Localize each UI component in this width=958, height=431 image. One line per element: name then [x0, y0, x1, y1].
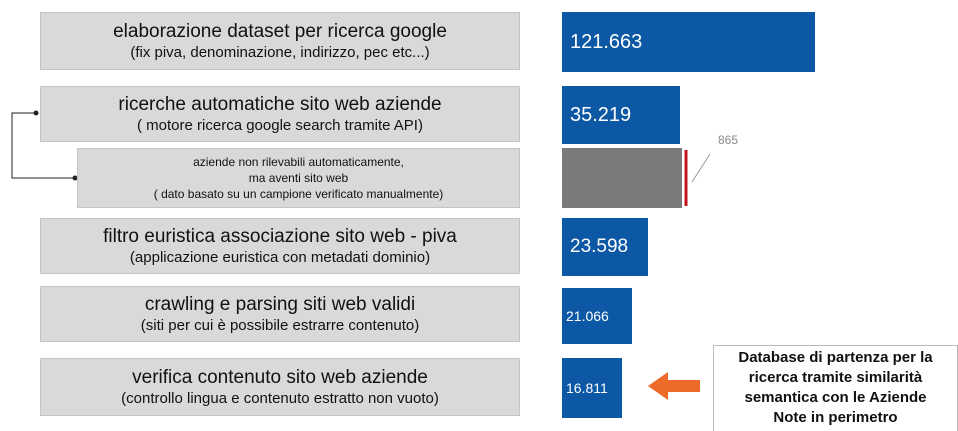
step-title: elaborazione dataset per ricerca google	[113, 20, 447, 42]
step-box: crawling e parsing siti web validi (siti…	[40, 286, 520, 342]
value: 21.066	[566, 308, 609, 324]
value-bar: 35.219	[562, 86, 680, 144]
step-title: ricerche automatiche sito web aziende	[118, 93, 442, 115]
value: 23.598	[570, 236, 629, 257]
step-subtitle: (fix piva, denominazione, indirizzo, pec…	[130, 43, 430, 61]
callout-line: Note in perimetro	[773, 409, 898, 426]
value-bar: 21.066	[562, 288, 632, 344]
value-bar: 16.811	[562, 358, 622, 418]
step-subtitle: ( motore ricerca google search tramite A…	[137, 116, 423, 134]
dot	[33, 110, 39, 116]
gray-bar	[562, 148, 682, 208]
leader	[691, 153, 711, 183]
step-box: filtro euristica associazione sito web -…	[40, 218, 520, 274]
step-box: ricerche automatiche sito web aziende ( …	[40, 86, 520, 142]
step-line: ma aventi sito web	[248, 171, 349, 185]
step-subtitle: (applicazione euristica con metadati dom…	[129, 248, 431, 266]
dot	[72, 175, 78, 181]
callout-line: semantica con le Aziende	[744, 389, 927, 406]
step-line: aziende non rilevabili automaticamente,	[193, 155, 404, 169]
step-box: elaborazione dataset per ricerca google …	[40, 12, 520, 70]
annotation: 865	[718, 133, 738, 147]
step-title: crawling e parsing siti web validi	[144, 293, 416, 315]
bracket	[11, 112, 75, 179]
value-bar: 23.598	[562, 218, 648, 276]
value: 35.219	[570, 103, 632, 126]
value-bar: 121.663	[562, 12, 815, 72]
arrow	[648, 372, 700, 400]
step-subtitle: (siti per cui è possibile estrarre conte…	[140, 316, 420, 334]
callout: Database di partenza per la ricerca tram…	[713, 345, 958, 431]
value: 16.811	[566, 380, 608, 396]
value: 121.663	[570, 30, 643, 53]
callout-line: ricerca tramite similarità	[748, 369, 923, 386]
step-box: verifica contenuto sito web aziende (con…	[40, 358, 520, 416]
step-title: filtro euristica associazione sito web -…	[103, 225, 457, 247]
step-line: ( dato basato su un campione verificato …	[153, 187, 444, 201]
callout-line: Database di partenza per la	[738, 349, 933, 366]
step-title: verifica contenuto sito web aziende	[132, 366, 428, 388]
step-subtitle: (controllo lingua e contenuto estratto n…	[121, 389, 439, 407]
step-box: aziende non rilevabili automaticamente, …	[77, 148, 520, 208]
